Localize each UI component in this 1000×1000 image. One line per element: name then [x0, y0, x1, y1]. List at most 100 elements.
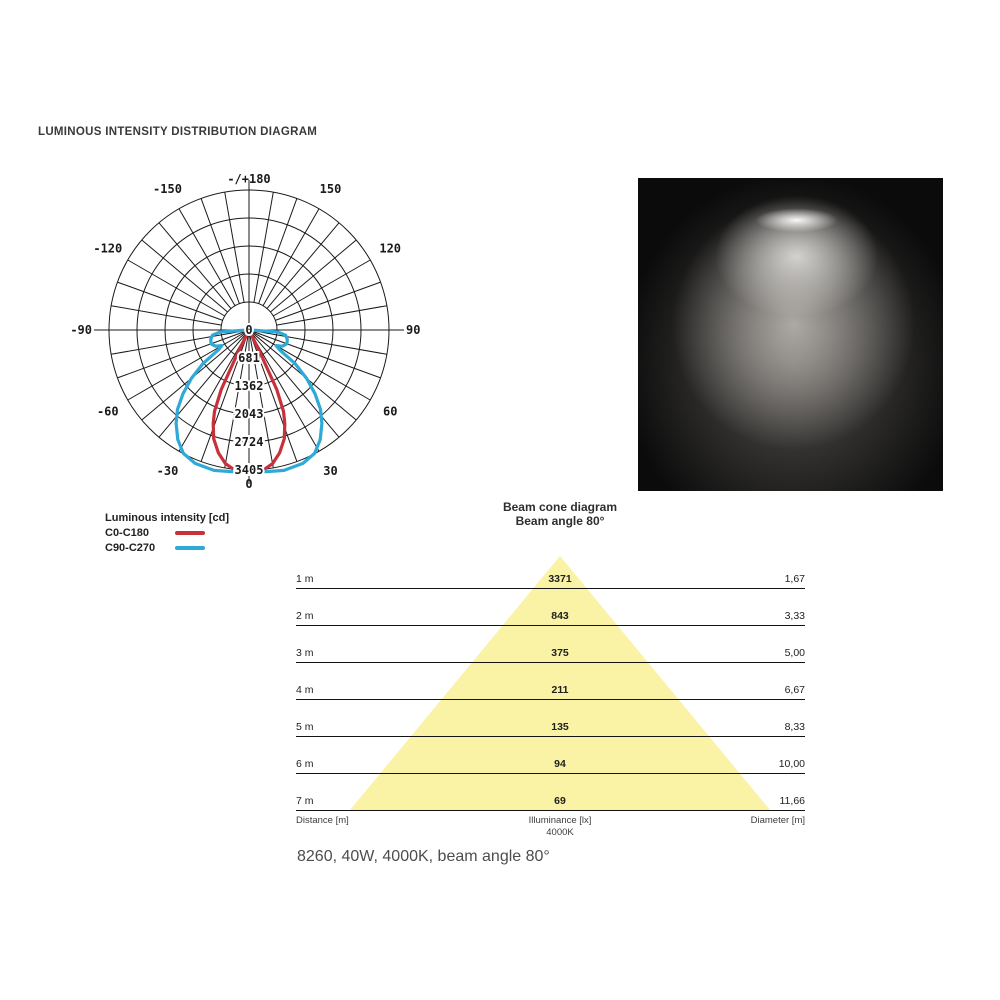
illuminance-label: Illuminance [lx] [528, 815, 592, 826]
beam-illuminance: 3371 [548, 573, 572, 585]
polar-radial-tick: 0 [245, 323, 252, 337]
legend-item-c0-c180: C0-C180 [105, 526, 229, 541]
beam-diameter: 10,00 [778, 758, 805, 770]
beam-row: 1 m 3371 1,67 [296, 567, 805, 589]
polar-grid-ray [178, 208, 236, 307]
polar-angle-label: -30 [157, 464, 179, 478]
polar-grid-ray [250, 332, 320, 452]
polar-grid-ray [258, 198, 298, 304]
polar-grid-ray [249, 332, 274, 468]
beam-row: 5 m 135 8,33 [296, 715, 805, 737]
beam-diameter: 8,33 [784, 721, 805, 733]
polar-grid-ray [249, 332, 298, 462]
polar-angle-label: -/+180 [227, 172, 270, 186]
beam-illuminance: 375 [551, 647, 569, 659]
polar-grid-ray [200, 332, 249, 462]
beam-diameter: 5,00 [784, 647, 805, 659]
beam-distance: 7 m [296, 795, 314, 807]
beam-illuminance: 211 [551, 684, 569, 696]
beam-distance: 1 m [296, 573, 314, 585]
beam-distance: 3 m [296, 647, 314, 659]
polar-angle-label: -120 [93, 242, 122, 256]
polar-grid-ray [272, 259, 371, 317]
polar-grid-ray [117, 281, 223, 321]
beam-row: 2 m 843 3,33 [296, 604, 805, 626]
beam-diameter: 11,66 [779, 795, 806, 807]
cct-label: 4000K [546, 827, 574, 838]
polar-grid-ray [158, 222, 232, 309]
polar-grid-ray [127, 259, 226, 317]
polar-grid-ray [266, 222, 340, 309]
polar-angle-label: -90 [70, 323, 92, 337]
beam-illuminance: 135 [551, 721, 569, 733]
beam-illuminance: 94 [554, 758, 566, 770]
beam-distance: 4 m [296, 684, 314, 696]
legend-label: C0-C180 [105, 527, 150, 539]
polar-intensity-chart: -/+180 -150 150 -120 120 -90 90 -60 60 -30 30 0 0 681… [70, 172, 420, 491]
beam-illuminance: 843 [551, 610, 569, 622]
polar-grid-ray [251, 331, 371, 401]
beam-distance: 6 m [296, 758, 314, 770]
polar-angle-label: 60 [383, 405, 397, 419]
beam-cone-triangle [350, 556, 770, 810]
polar-grid-ray [262, 208, 320, 307]
polar-angle-label: -150 [153, 182, 182, 196]
polar-curve-c0-c180 [211, 328, 287, 475]
polar-radial-tick: 1362 [235, 379, 264, 393]
polar-grid-ray [275, 281, 381, 321]
blue-line-swatch [175, 546, 205, 550]
polar-angle-label: 150 [320, 182, 342, 196]
beam-row: 6 m 94 10,00 [296, 752, 805, 774]
beam-cone-title: Beam cone diagram [502, 500, 618, 514]
polar-angle-label: 120 [379, 242, 401, 256]
polar-angle-label: -60 [97, 405, 119, 419]
product-caption: 8260, 40W, 4000K, beam angle 80° [297, 848, 550, 865]
polar-legend: Luminous intensity [cd] C0-C180 C90-C270 [105, 511, 229, 556]
page-title: LUMINOUS INTENSITY DISTRIBUTION DIAGRAM [38, 126, 318, 138]
polar-angle-label: 90 [406, 323, 420, 337]
diameter-column-label: Diameter [m] [750, 815, 805, 826]
beam-cone-diagram: 1 m 3371 1,67 2 m 843 3,33 3 m 375 5,00 4 m 211 6,6… [296, 556, 824, 856]
polar-grid-ray [224, 192, 245, 303]
beam-diameter: 6,67 [784, 684, 805, 696]
polar-curve-c90-c270 [174, 328, 324, 474]
beam-distance: 2 m [296, 610, 314, 622]
polar-grid-ray [276, 305, 387, 326]
legend-item-c90-c270: C90-C270 [105, 541, 229, 556]
polar-radial-tick: 2724 [235, 435, 264, 449]
beam-row: 4 m 211 6,67 [296, 678, 805, 700]
polar-radial-tick: 3405 [235, 463, 264, 477]
polar-grid-ray [141, 239, 228, 313]
polar-grid-ray [250, 331, 340, 438]
polar-grid-ray [111, 330, 247, 355]
polar-grid-ray [178, 332, 248, 452]
polar-grid-ray [224, 332, 249, 468]
polar-grid-ray [158, 331, 248, 438]
beam-distance: 5 m [296, 721, 314, 733]
polar-angle-label: 0 [245, 477, 252, 491]
polar-radial-tick: 2043 [235, 407, 264, 421]
beam-row: 7 m 69 11,66 [296, 789, 805, 811]
polar-radial-tick: 681 [238, 351, 260, 365]
beam-angle-subtitle: Beam angle 80° [515, 514, 605, 528]
distance-column-label: Distance [m] [296, 815, 349, 826]
polar-grid-ray [127, 331, 247, 401]
cone-shape [350, 556, 770, 810]
illuminance-column-label: Illuminance [lx] 4000K [410, 815, 710, 839]
polar-grid-ray [111, 305, 222, 326]
red-line-swatch [175, 531, 205, 535]
polar-grid-ray [251, 330, 387, 355]
beam-row: 3 m 375 5,00 [296, 641, 805, 663]
polar-grid-ray [270, 239, 357, 313]
beam-cone-header: Beam cone diagram Beam angle 80° [296, 500, 824, 528]
legend-title: Luminous intensity [cd] [105, 512, 230, 524]
light-beam-photo [638, 178, 943, 491]
polar-grid-ray [253, 192, 274, 303]
legend-label: C90-C270 [105, 542, 156, 554]
polar-grid-ray [117, 330, 247, 379]
beam-illuminance: 69 [554, 795, 566, 807]
polar-grid-ray [200, 198, 240, 304]
polar-grid-ray [251, 330, 381, 379]
beam-diameter: 1,67 [784, 573, 805, 585]
beam-diameter: 3,33 [784, 610, 805, 622]
